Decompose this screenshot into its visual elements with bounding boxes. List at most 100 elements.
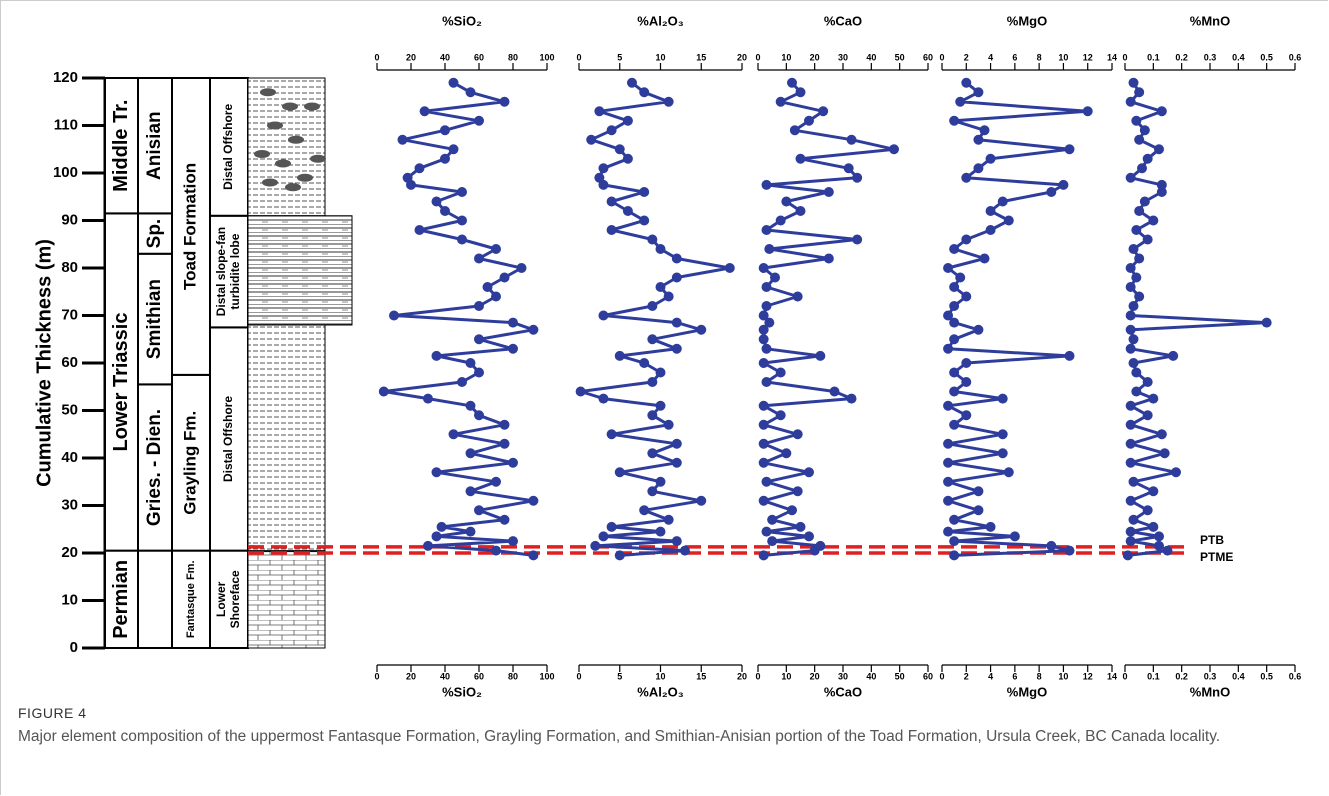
x-tick-label: 60 bbox=[923, 671, 933, 681]
data-point bbox=[465, 87, 476, 98]
data-point bbox=[949, 301, 960, 311]
data-point bbox=[943, 310, 954, 321]
strat-label: Distal slope-fan bbox=[214, 227, 228, 316]
data-point bbox=[622, 115, 633, 126]
x-tick-label: 0.1 bbox=[1147, 52, 1160, 62]
data-point bbox=[414, 225, 425, 235]
nodule bbox=[262, 178, 278, 187]
data-point bbox=[671, 343, 682, 354]
data-point bbox=[1139, 196, 1150, 207]
data-point bbox=[663, 96, 674, 107]
x-tick-label: 20 bbox=[810, 671, 820, 681]
data-point bbox=[457, 377, 467, 387]
data-point bbox=[943, 457, 954, 468]
strat-unit bbox=[209, 549, 249, 649]
data-point bbox=[1134, 206, 1145, 216]
data-point bbox=[787, 77, 797, 88]
data-point bbox=[1134, 134, 1145, 145]
data-point bbox=[614, 144, 625, 155]
data-line bbox=[1127, 82, 1269, 557]
data-point bbox=[614, 467, 625, 478]
data-point bbox=[639, 87, 650, 98]
strat-unit bbox=[137, 212, 173, 255]
nodule bbox=[260, 88, 276, 97]
data-point bbox=[1125, 536, 1136, 547]
data-point bbox=[775, 96, 786, 107]
x-tick-label: 40 bbox=[866, 52, 876, 62]
y-tick-label: 30 bbox=[61, 496, 78, 513]
x-tick-label: 0 bbox=[576, 52, 581, 62]
data-point bbox=[997, 196, 1008, 207]
data-point bbox=[949, 550, 960, 561]
data-point bbox=[997, 393, 1008, 404]
data-point bbox=[598, 531, 609, 542]
data-point bbox=[973, 486, 984, 497]
stratigraphic-column: 0 10 20 30 40 50 60 70 80 90 100 110 120 Cumulative T… bbox=[33, 69, 353, 656]
x-tick-label: 10 bbox=[781, 671, 791, 681]
x-tick-label: 5 bbox=[617, 671, 622, 681]
nodule bbox=[285, 183, 301, 192]
data-point bbox=[606, 429, 617, 440]
x-tick-label: 15 bbox=[696, 52, 706, 62]
data-point bbox=[1125, 263, 1136, 273]
x-tick-label: 50 bbox=[895, 671, 905, 681]
data-point bbox=[973, 505, 984, 516]
strat-label: Gries. - Dien. bbox=[144, 409, 165, 526]
boundary-label: PTB bbox=[1200, 533, 1224, 547]
data-point bbox=[1003, 215, 1014, 226]
x-tick-label: 0.4 bbox=[1232, 671, 1245, 681]
x-tick-label: 0.5 bbox=[1260, 52, 1273, 62]
x-tick-label: 5 bbox=[617, 52, 622, 62]
strat-label: Smithian bbox=[144, 279, 165, 359]
data-point bbox=[758, 334, 769, 345]
x-tick-label: 0 bbox=[1122, 671, 1127, 681]
data-point bbox=[758, 419, 769, 430]
data-point bbox=[423, 393, 433, 404]
data-point bbox=[499, 272, 510, 283]
data-point bbox=[889, 144, 899, 155]
data-point bbox=[1131, 225, 1142, 235]
data-point bbox=[1134, 253, 1145, 264]
y-tick-label: 0 bbox=[70, 639, 78, 656]
data-point bbox=[465, 486, 476, 497]
data-point bbox=[1131, 386, 1142, 397]
x-tick-label: 40 bbox=[440, 671, 450, 681]
data-point bbox=[943, 495, 954, 506]
data-point bbox=[949, 419, 960, 430]
lithology-limestone bbox=[247, 551, 326, 649]
data-point bbox=[679, 545, 690, 556]
data-point bbox=[1003, 467, 1014, 478]
data-point bbox=[474, 410, 484, 421]
data-point bbox=[423, 540, 433, 551]
data-point bbox=[1139, 125, 1150, 136]
data-point bbox=[985, 225, 996, 235]
data-point bbox=[1125, 96, 1136, 107]
data-point bbox=[804, 467, 814, 478]
x-tick-label: 0.3 bbox=[1204, 671, 1217, 681]
data-point bbox=[414, 163, 425, 174]
data-point bbox=[1046, 540, 1057, 551]
data-point bbox=[465, 448, 476, 459]
data-point bbox=[528, 550, 539, 561]
data-point bbox=[815, 540, 826, 551]
data-point bbox=[465, 358, 476, 368]
data-point bbox=[792, 486, 803, 497]
data-point bbox=[949, 386, 960, 397]
strat-unit bbox=[171, 373, 211, 552]
panel-title: %CaO bbox=[824, 13, 862, 28]
data-point bbox=[961, 358, 972, 368]
strat-label: Grayling Fm. bbox=[180, 411, 199, 515]
y-tick-label: 10 bbox=[61, 591, 78, 608]
data-point bbox=[789, 125, 800, 136]
data-point bbox=[761, 179, 772, 190]
data-point bbox=[1156, 179, 1167, 190]
y-tick-label: 20 bbox=[61, 544, 78, 561]
data-point bbox=[622, 206, 633, 216]
y-tick-label: 100 bbox=[53, 164, 78, 181]
nodule bbox=[282, 102, 298, 111]
data-point bbox=[696, 495, 707, 506]
x-tick-label: 0 bbox=[374, 671, 379, 681]
x-tick-label: 0 bbox=[374, 52, 379, 62]
data-line bbox=[762, 81, 896, 557]
data-point bbox=[1134, 291, 1145, 302]
